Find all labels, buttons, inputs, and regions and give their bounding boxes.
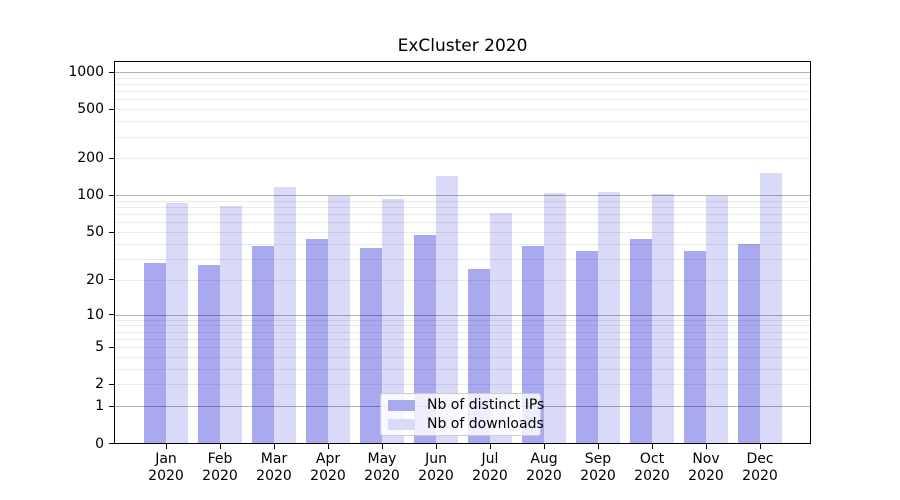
- y-tick-mark: [109, 405, 114, 407]
- x-tick-mark: [435, 444, 437, 449]
- legend-swatch-distinct-ips: [388, 399, 415, 411]
- x-tick-label-jun: Jun 2020: [409, 451, 463, 485]
- x-tick-label-year: 2020: [526, 468, 562, 484]
- gridline-minor: [114, 77, 811, 79]
- y-tick-mark: [109, 346, 114, 348]
- x-tick-label-year: 2020: [202, 468, 238, 484]
- gridline-minor: [114, 158, 811, 160]
- gridline-minor: [114, 136, 811, 138]
- legend: Nb of distinct IPs Nb of downloads: [380, 393, 544, 436]
- y-tick-label-200: 200: [77, 150, 104, 167]
- bar-downloads-oct: [652, 193, 674, 444]
- x-tick-mark: [705, 444, 707, 449]
- x-tick-label-year: 2020: [256, 468, 292, 484]
- y-tick-label-50: 50: [86, 224, 104, 241]
- gridline-minor: [114, 121, 811, 123]
- x-tick-label-year: 2020: [742, 468, 778, 484]
- x-tick-label-year: 2020: [472, 468, 508, 484]
- y-tick-label-20: 20: [86, 271, 104, 288]
- x-tick-label-year: 2020: [580, 468, 616, 484]
- bar-downloads-aug: [544, 193, 566, 444]
- y-tick-label-1000: 1000: [68, 64, 104, 81]
- y-tick-mark: [109, 314, 114, 316]
- y-tick-mark: [109, 157, 114, 159]
- gridline-minor: [114, 109, 811, 111]
- x-tick-mark: [219, 444, 221, 449]
- y-tick-mark: [109, 443, 114, 444]
- bar-distinct-ips-feb: [198, 264, 220, 444]
- y-tick-label-500: 500: [77, 101, 104, 118]
- bar-distinct-ips-sep: [576, 251, 598, 444]
- x-tick-label-mar: Mar 2020: [247, 451, 301, 485]
- x-tick-label-sep: Sep 2020: [571, 451, 625, 485]
- y-tick-label-100: 100: [77, 187, 104, 204]
- y-tick-label-5: 5: [95, 339, 104, 356]
- y-tick-mark: [109, 383, 114, 385]
- x-tick-label-jan: Jan 2020: [139, 451, 193, 485]
- y-tick-label-0: 0: [95, 435, 104, 452]
- x-tick-label-dec: Dec 2020: [733, 451, 787, 485]
- bar-distinct-ips-dec: [738, 244, 760, 444]
- x-tick-mark: [651, 444, 653, 449]
- y-tick-mark: [109, 71, 114, 73]
- y-tick-mark: [109, 231, 114, 233]
- bar-distinct-ips-apr: [306, 239, 328, 444]
- x-tick-label-jul: Jul 2020: [463, 451, 517, 485]
- bar-distinct-ips-nov: [684, 251, 706, 444]
- y-tick-mark: [109, 194, 114, 196]
- bar-downloads-jan: [166, 203, 188, 444]
- x-tick-label-year: 2020: [148, 468, 184, 484]
- bar-distinct-ips-may: [360, 248, 382, 444]
- x-tick-label-year: 2020: [364, 468, 400, 484]
- y-tick-label-2: 2: [95, 376, 104, 393]
- gridline-minor: [114, 99, 811, 101]
- gridline-major: [114, 72, 811, 74]
- y-tick-label-1: 1: [95, 398, 104, 415]
- y-tick-label-10: 10: [86, 306, 104, 323]
- gridline-minor: [114, 84, 811, 86]
- x-tick-mark: [381, 444, 383, 449]
- x-tick-label-oct: Oct 2020: [625, 451, 679, 485]
- bar-distinct-ips-mar: [252, 245, 274, 444]
- bar-downloads-may: [382, 199, 404, 444]
- x-tick-mark: [543, 444, 545, 449]
- legend-swatch-downloads: [388, 418, 415, 430]
- legend-item-distinct-ips: Nb of distinct IPs: [388, 397, 544, 413]
- x-tick-mark: [273, 444, 275, 449]
- legend-label-distinct-ips: Nb of distinct IPs: [427, 397, 545, 413]
- gridline-minor: [114, 91, 811, 93]
- x-tick-label-nov: Nov 2020: [679, 451, 733, 485]
- bar-downloads-jul: [490, 212, 512, 444]
- bar-distinct-ips-jun: [414, 234, 436, 444]
- bar-downloads-mar: [274, 187, 296, 444]
- bar-downloads-dec: [760, 172, 782, 444]
- bar-downloads-nov: [706, 196, 728, 444]
- x-tick-label-year: 2020: [418, 468, 454, 484]
- bar-downloads-jun: [436, 176, 458, 444]
- bar-downloads-sep: [598, 192, 620, 444]
- bar-downloads-feb: [220, 206, 242, 444]
- x-tick-label-year: 2020: [634, 468, 670, 484]
- legend-item-downloads: Nb of downloads: [388, 416, 544, 432]
- x-tick-label-feb: Feb 2020: [193, 451, 247, 485]
- x-tick-label-year: 2020: [688, 468, 724, 484]
- chart-title: ExCluster 2020: [397, 36, 528, 56]
- bar-distinct-ips-jan: [144, 262, 166, 444]
- x-tick-label-aug: Aug 2020: [517, 451, 571, 485]
- x-tick-label-year: 2020: [310, 468, 346, 484]
- bar-distinct-ips-oct: [630, 239, 652, 444]
- x-tick-mark: [759, 444, 761, 449]
- y-tick-mark: [109, 279, 114, 281]
- plot-area: [114, 61, 811, 444]
- x-tick-mark: [165, 444, 167, 449]
- x-tick-label-may: May 2020: [355, 451, 409, 485]
- x-tick-mark: [327, 444, 329, 449]
- y-tick-mark: [109, 108, 114, 110]
- bar-downloads-apr: [328, 195, 350, 444]
- legend-label-downloads: Nb of downloads: [427, 416, 544, 432]
- x-tick-label-apr: Apr 2020: [301, 451, 355, 485]
- x-tick-mark: [489, 444, 491, 449]
- x-tick-mark: [597, 444, 599, 449]
